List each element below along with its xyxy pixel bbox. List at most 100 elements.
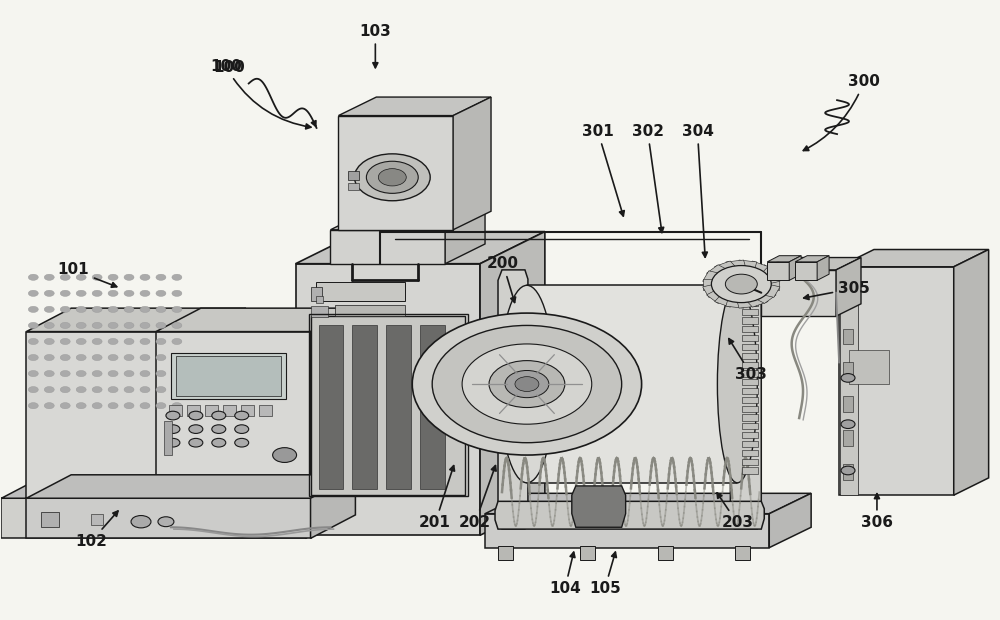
Polygon shape xyxy=(26,332,201,498)
Bar xyxy=(843,363,853,378)
Polygon shape xyxy=(296,232,545,264)
Circle shape xyxy=(124,274,134,280)
Circle shape xyxy=(92,402,102,409)
Text: 203: 203 xyxy=(717,493,753,531)
Circle shape xyxy=(124,322,134,329)
Bar xyxy=(742,291,758,297)
Circle shape xyxy=(172,371,182,377)
Circle shape xyxy=(172,386,182,392)
Circle shape xyxy=(156,355,166,361)
Text: 104: 104 xyxy=(549,552,581,596)
Polygon shape xyxy=(338,115,453,230)
Bar xyxy=(742,344,758,350)
Polygon shape xyxy=(453,97,491,230)
Circle shape xyxy=(76,402,86,409)
Circle shape xyxy=(166,411,180,420)
Circle shape xyxy=(92,339,102,345)
Circle shape xyxy=(44,402,54,409)
Bar xyxy=(420,326,445,489)
Circle shape xyxy=(76,371,86,377)
Polygon shape xyxy=(572,486,626,527)
Circle shape xyxy=(28,290,38,296)
Circle shape xyxy=(124,290,134,296)
Bar xyxy=(843,464,853,480)
Circle shape xyxy=(108,371,118,377)
Bar xyxy=(316,282,405,301)
Bar xyxy=(169,405,182,416)
Circle shape xyxy=(60,355,70,361)
Polygon shape xyxy=(795,262,817,280)
Polygon shape xyxy=(767,255,801,262)
Polygon shape xyxy=(769,494,811,547)
Bar xyxy=(205,405,218,416)
Bar xyxy=(309,314,468,497)
Bar xyxy=(742,309,758,315)
Polygon shape xyxy=(817,255,829,280)
Circle shape xyxy=(124,402,134,409)
Bar xyxy=(737,260,757,269)
Circle shape xyxy=(841,420,855,428)
Circle shape xyxy=(366,161,418,193)
Circle shape xyxy=(44,371,54,377)
Circle shape xyxy=(44,306,54,312)
Circle shape xyxy=(28,274,38,280)
Circle shape xyxy=(378,169,406,186)
Bar xyxy=(348,184,359,190)
Circle shape xyxy=(28,355,38,361)
Bar xyxy=(171,353,286,399)
Bar xyxy=(176,356,281,396)
Bar xyxy=(91,514,103,525)
Bar xyxy=(352,326,377,489)
Circle shape xyxy=(235,425,249,433)
Circle shape xyxy=(841,374,855,382)
Polygon shape xyxy=(735,546,750,560)
Circle shape xyxy=(92,355,102,361)
Bar xyxy=(763,285,780,298)
Circle shape xyxy=(92,274,102,280)
Bar xyxy=(742,326,758,332)
Bar xyxy=(742,317,758,324)
Bar xyxy=(742,282,758,288)
Polygon shape xyxy=(156,308,355,332)
Circle shape xyxy=(172,274,182,280)
Bar xyxy=(319,326,343,489)
Bar xyxy=(703,271,720,284)
Bar xyxy=(703,285,720,298)
Polygon shape xyxy=(839,249,989,267)
Bar xyxy=(742,459,758,465)
Circle shape xyxy=(140,322,150,329)
Polygon shape xyxy=(485,514,769,547)
Polygon shape xyxy=(839,267,954,495)
Polygon shape xyxy=(789,255,801,280)
Circle shape xyxy=(140,386,150,392)
Bar xyxy=(737,299,757,308)
Circle shape xyxy=(235,438,249,447)
Circle shape xyxy=(432,326,622,443)
Circle shape xyxy=(76,306,86,312)
Circle shape xyxy=(76,290,86,296)
Circle shape xyxy=(76,339,86,345)
Text: 100: 100 xyxy=(210,59,311,129)
Bar xyxy=(742,300,758,306)
Circle shape xyxy=(140,274,150,280)
Circle shape xyxy=(172,290,182,296)
Circle shape xyxy=(28,371,38,377)
Circle shape xyxy=(60,306,70,312)
Circle shape xyxy=(108,386,118,392)
Circle shape xyxy=(108,355,118,361)
Polygon shape xyxy=(201,308,246,498)
Circle shape xyxy=(108,402,118,409)
Circle shape xyxy=(172,355,182,361)
Bar xyxy=(742,405,758,412)
Text: 306: 306 xyxy=(861,494,893,531)
Text: 300: 300 xyxy=(803,74,880,151)
Polygon shape xyxy=(767,262,789,280)
Polygon shape xyxy=(330,230,445,264)
Bar xyxy=(707,265,727,278)
Circle shape xyxy=(156,371,166,377)
Polygon shape xyxy=(330,210,485,230)
Circle shape xyxy=(108,339,118,345)
Polygon shape xyxy=(795,255,829,262)
Circle shape xyxy=(108,274,118,280)
Circle shape xyxy=(76,386,86,392)
